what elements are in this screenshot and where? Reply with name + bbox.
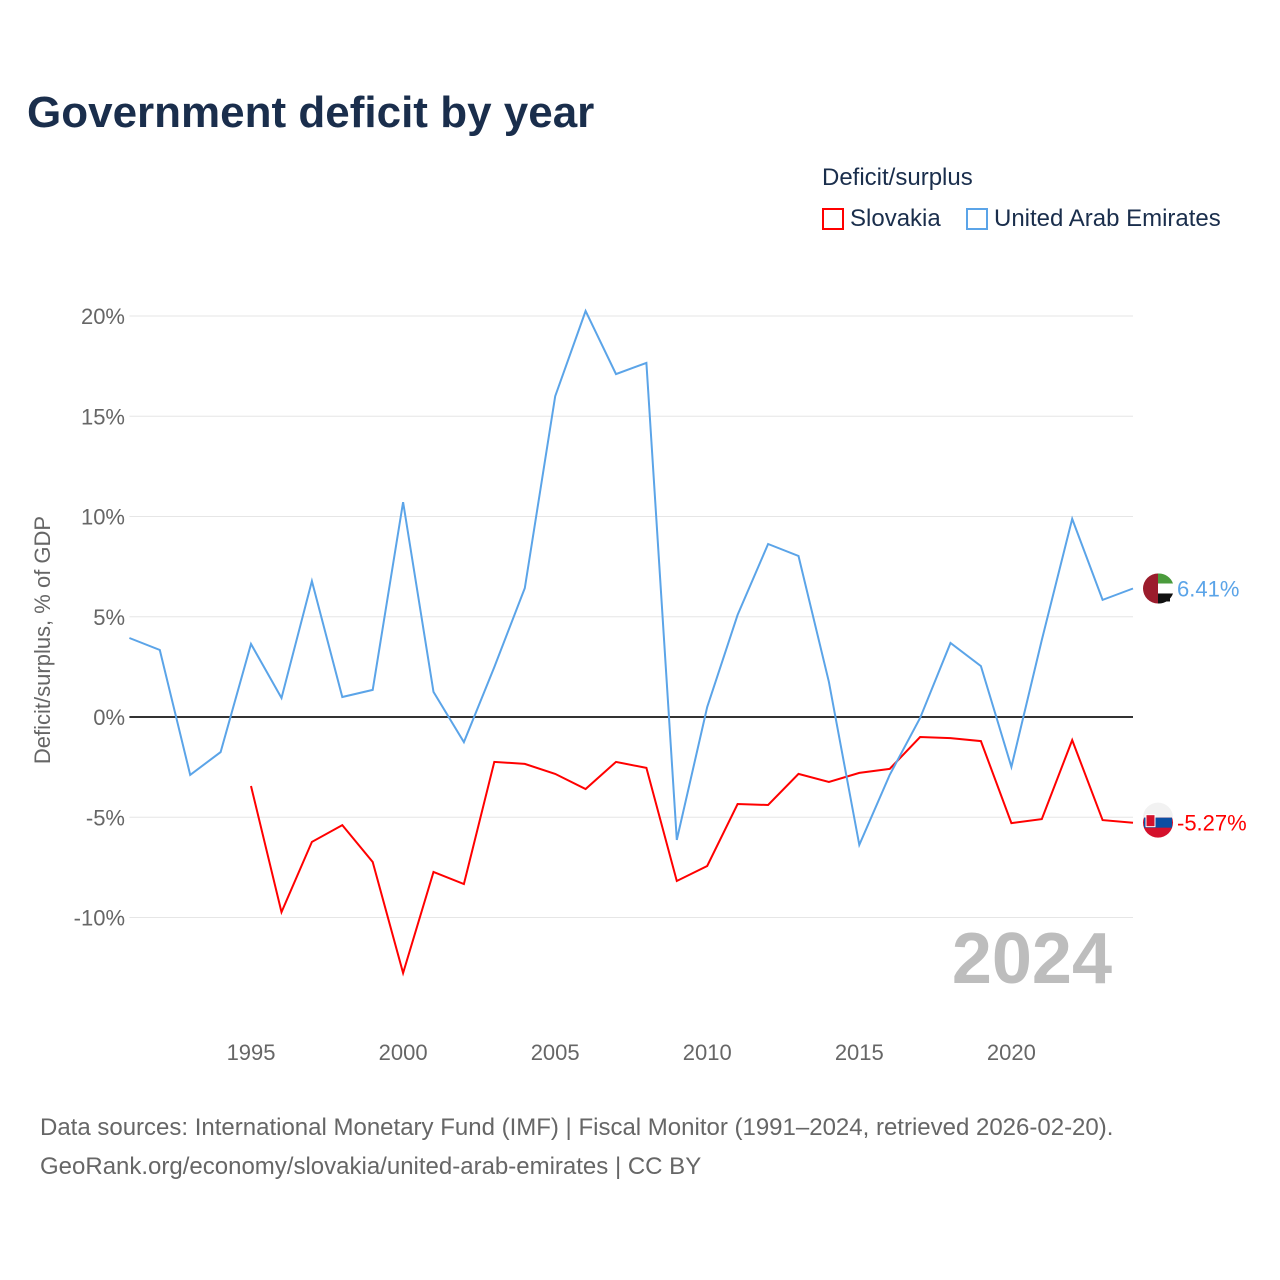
legend-swatch-slovakia [822,208,844,230]
y-tick-label: -5% [86,805,125,830]
chart-title: Government deficit by year [27,88,595,137]
x-tick-label: 2015 [835,1040,884,1065]
slovakia-flag-crest [1145,814,1156,828]
end-value-label: -5.27% [1177,811,1247,836]
legend-swatch-uae [966,208,988,230]
year-label: 2024 [952,919,1112,999]
y-tick-label: 5% [93,605,125,630]
uae-flag-red [1143,573,1158,589]
y-tick-label: 20% [81,304,125,329]
y-tick-label: 10% [81,505,125,530]
x-tick-label: 2010 [683,1040,732,1065]
uae-flag-black [1158,593,1170,602]
uae-flag-red [1143,588,1158,604]
legend-item-uae[interactable]: United Arab Emirates [966,205,1221,233]
series-line-uae [129,308,1134,849]
x-tick-label: 2020 [987,1040,1036,1065]
end-value-label: 6.41% [1177,576,1239,601]
series-line-slovakia [250,735,1134,977]
legend-label: United Arab Emirates [994,205,1221,232]
legend-title: Deficit/surplus [822,164,973,191]
source-line-1: Data sources: International Monetary Fun… [40,1114,1114,1141]
source-note: Data sources: International Monetary Fun… [40,1108,1113,1186]
x-tick-label: 2005 [531,1040,580,1065]
legend-item-slovakia[interactable]: Slovakia [822,205,941,233]
uae-flag-green [1158,573,1173,584]
x-tick-label: 2000 [379,1040,428,1065]
slovakia-flag-blue [1144,817,1172,828]
y-tick-label: -10% [74,906,125,931]
y-axis-label: Deficit/surplus, % of GDP [30,516,55,764]
y-tick-label: 0% [93,705,125,730]
slovakia-flag-white [1143,802,1173,818]
y-tick-label: 15% [81,404,125,429]
source-line-2[interactable]: GeoRank.org/economy/slovakia/united-arab… [40,1153,702,1180]
legend-label: Slovakia [850,205,941,232]
x-tick-label: 1995 [227,1040,276,1065]
